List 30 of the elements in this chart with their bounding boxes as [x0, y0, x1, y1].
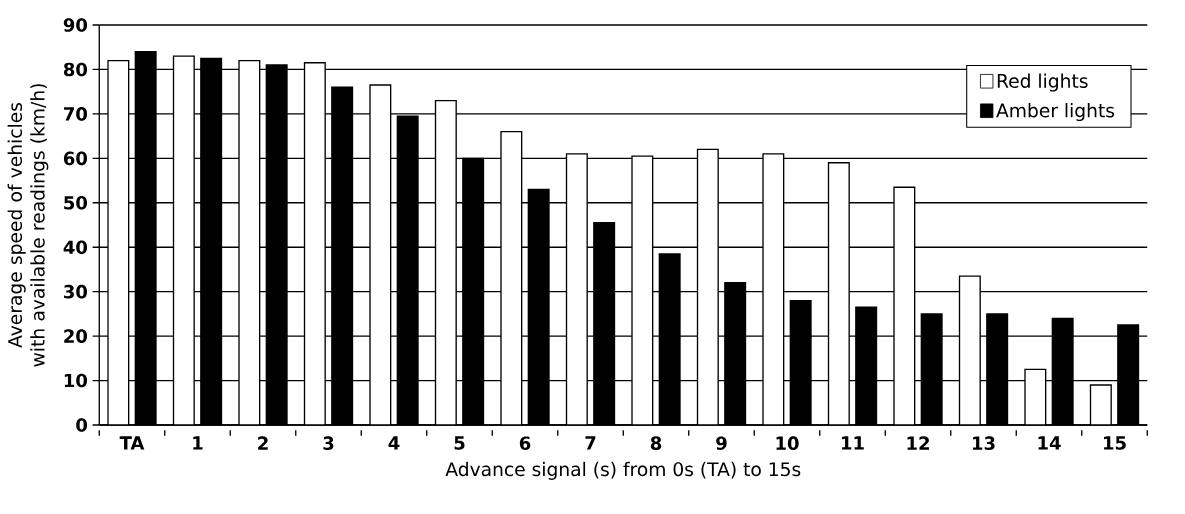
y-tick-label: 70 — [64, 107, 88, 121]
x-tick-label: 3 — [323, 436, 334, 450]
x-tick-label: 13 — [973, 436, 995, 450]
x-tick-label: 6 — [519, 436, 531, 450]
x-tick-label: 14 — [1038, 436, 1061, 450]
y-tick-label: 50 — [64, 195, 88, 210]
x-tick-label: 10 — [776, 436, 799, 450]
x-tick-label: 7 — [585, 436, 596, 450]
y-tick-label: 20 — [64, 329, 88, 343]
x-tick-label: 4 — [388, 436, 400, 450]
x-axis-title: Advance signal (s) from 0s (TA) to 15s — [445, 461, 801, 480]
y-tick-label: 30 — [64, 284, 88, 299]
x-tick-label: 12 — [907, 436, 929, 450]
x-tick-label: 2 — [258, 436, 268, 450]
y-axis-title: Average speed of vehicles with available readings (km/h) — [7, 84, 49, 367]
legend-label: Amber lights — [996, 103, 1115, 122]
y-tick-label: 0 — [76, 418, 88, 432]
x-tick-label: 11 — [842, 436, 864, 450]
y-tick-label: 90 — [63, 18, 88, 32]
legend-label: Red lights — [997, 73, 1088, 92]
y-tick-label: 40 — [63, 240, 88, 255]
y-tick-label: 80 — [63, 62, 88, 77]
x-tick-label: 8 — [650, 436, 662, 450]
y-tick-label: 60 — [63, 151, 88, 166]
y-tick-label: 10 — [64, 373, 88, 388]
x-tick-label: 9 — [716, 436, 727, 450]
x-tick-label: TA — [119, 436, 145, 450]
x-tick-label: 15 — [1104, 436, 1126, 450]
x-tick-label: 5 — [454, 436, 465, 450]
x-tick-label: 1 — [193, 436, 203, 450]
